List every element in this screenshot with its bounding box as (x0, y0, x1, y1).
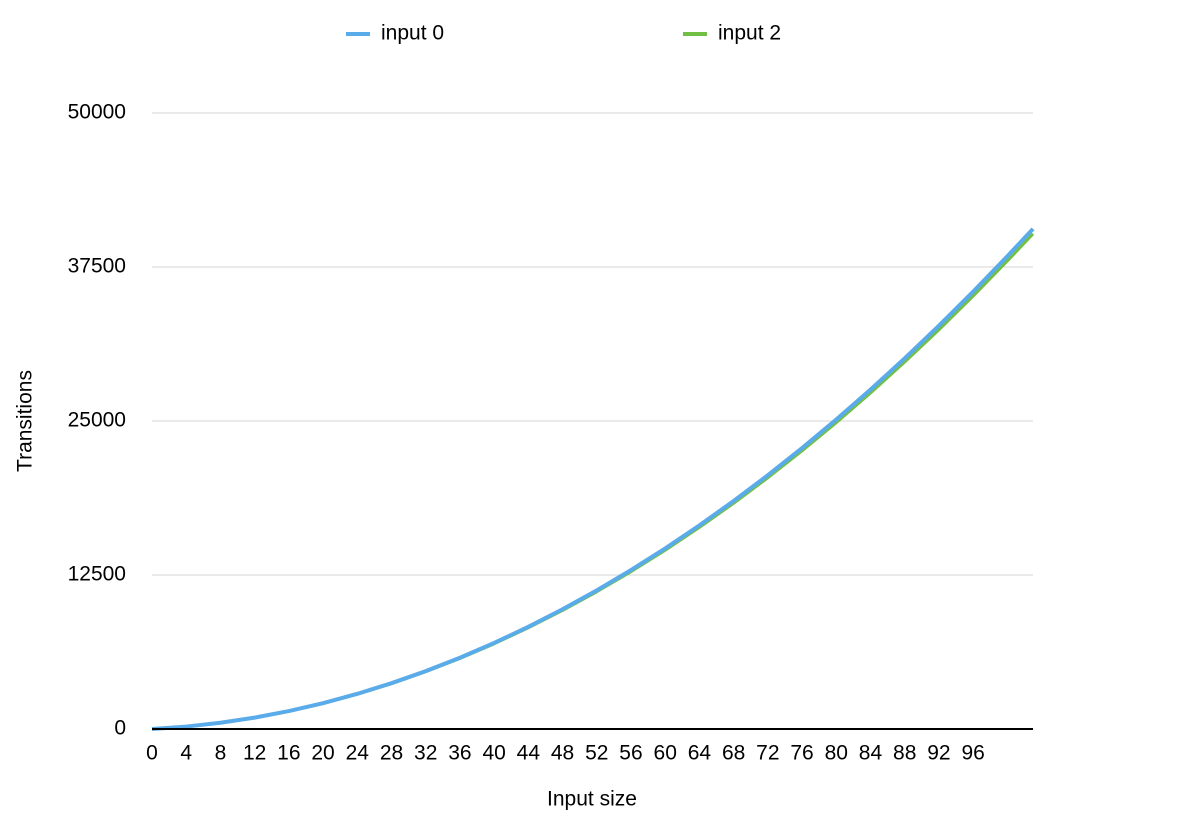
y-tick-label: 50000 (68, 101, 126, 124)
x-tick-label: 12 (243, 742, 266, 765)
y-tick-label: 25000 (68, 409, 126, 432)
x-tick-label: 40 (482, 742, 505, 765)
x-tick-label: 0 (146, 742, 158, 765)
x-tick-label: 28 (380, 742, 403, 765)
x-tick-label: 84 (859, 742, 883, 765)
y-tick-label: 37500 (68, 255, 126, 278)
line (151, 227, 1035, 731)
x-tick-label: 76 (790, 742, 813, 765)
legend-label: input 0 (381, 22, 444, 45)
x-tick-label: 60 (654, 742, 677, 765)
x-axis-title: Input size (547, 788, 637, 811)
y-tick-label: 0 (114, 717, 126, 740)
x-tick-label: 52 (585, 742, 608, 765)
x-tick-label: 56 (619, 742, 642, 765)
line (151, 232, 1035, 731)
x-tick-label: 8 (215, 742, 227, 765)
x-tick-label: 4 (180, 742, 192, 765)
x-tick-label: 32 (414, 742, 437, 765)
x-tick-label: 72 (756, 742, 779, 765)
y-tick-label: 12500 (68, 563, 126, 586)
x-tick-label: 68 (722, 742, 745, 765)
x-tick-label: 16 (277, 742, 300, 765)
legend-label: input 2 (718, 22, 781, 45)
x-tick-label: 80 (825, 742, 848, 765)
x-tick-label: 44 (517, 742, 541, 765)
x-tick-label: 36 (448, 742, 471, 765)
x-tick-label: 96 (961, 742, 984, 765)
x-tick-label: 20 (311, 742, 334, 765)
y-axis-title: Transitions (14, 370, 37, 472)
x-tick-label: 24 (346, 742, 370, 765)
x-tick-label: 64 (688, 742, 712, 765)
x-tick-label: 88 (893, 742, 916, 765)
x-tick-label: 48 (551, 742, 574, 765)
x-tick-label: 92 (927, 742, 950, 765)
